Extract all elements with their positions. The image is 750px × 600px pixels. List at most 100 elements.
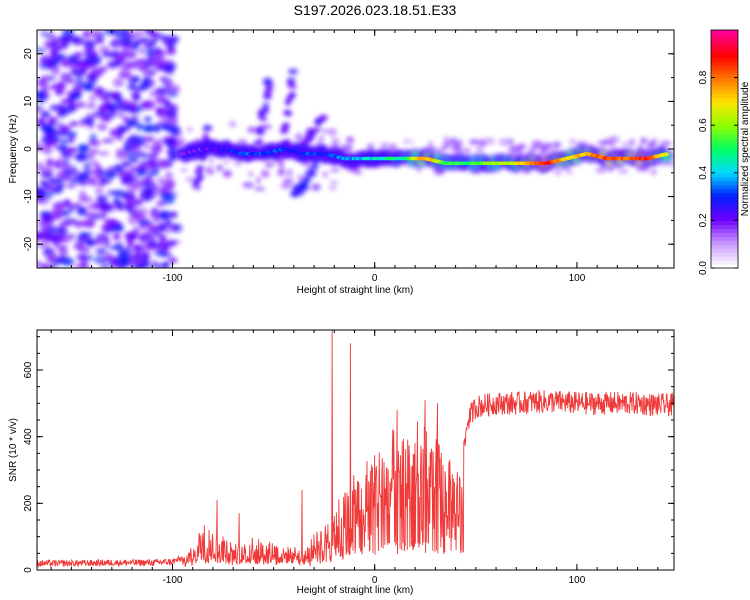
colorbar-segment: [711, 240, 738, 245]
halo-blob: [260, 173, 269, 178]
streak-blob: [279, 128, 289, 134]
halo-blob: [539, 148, 547, 154]
colorbar-segment: [711, 176, 738, 182]
halo-blob: [508, 145, 520, 151]
colorbar-segment: [711, 228, 738, 233]
noise-blob: [93, 240, 106, 245]
noise-blob: [58, 138, 71, 145]
halo-blob: [553, 168, 563, 176]
noise-blob: [114, 163, 123, 174]
noise-blob: [86, 73, 98, 82]
colorbar-tick-label: 0.2: [698, 213, 709, 227]
noise-blob: [83, 162, 91, 172]
noise-blob: [153, 47, 163, 55]
noise-blob: [127, 81, 137, 92]
colorbar-segment: [711, 164, 738, 170]
noise-blob: [142, 144, 152, 149]
noise-blob: [56, 171, 66, 180]
halo-blob: [180, 168, 188, 172]
noise-blob: [106, 190, 121, 195]
noise-blob: [99, 177, 107, 185]
y-tick-label: 200: [23, 495, 34, 512]
noise-blob: [63, 177, 73, 182]
noise-blob: [147, 158, 156, 165]
noise-blob: [87, 176, 97, 186]
noise-blob: [98, 45, 111, 54]
halo-blob: [329, 186, 337, 190]
noise-blob: [165, 171, 173, 178]
halo-blob: [498, 138, 510, 146]
colorbar-tick-label: 0.6: [698, 118, 709, 132]
noise-blob: [109, 245, 122, 250]
halo-blob: [185, 176, 196, 183]
noise-blob: [138, 220, 148, 226]
spectrogram-ylabel: Frequency (Hz): [8, 115, 19, 184]
noise-blob: [85, 205, 94, 210]
colorbar-segment: [711, 236, 738, 241]
halo-blob: [547, 143, 555, 147]
y-tick-label: 0: [23, 567, 34, 573]
noise-blob: [142, 252, 150, 263]
noise-blob: [98, 95, 107, 101]
noise-blob: [169, 137, 178, 148]
noise-blob: [133, 214, 148, 220]
colorbar-segment: [711, 85, 738, 91]
noise-blob: [122, 195, 137, 202]
colorbar-segment: [711, 145, 738, 150]
halo-blob: [468, 139, 481, 145]
noise-blob: [49, 116, 60, 121]
noise-blob: [57, 145, 68, 151]
noise-blob: [142, 43, 154, 49]
noise-blob: [148, 90, 161, 97]
noise-blob: [87, 50, 99, 59]
noise-blob: [89, 133, 97, 143]
noise-blob: [37, 243, 50, 248]
colorbar-segment: [711, 129, 738, 134]
colorbar-segment: [711, 188, 738, 194]
noise-blob: [40, 111, 51, 118]
y-tick-label: 0: [23, 146, 34, 152]
halo-blob: [450, 145, 462, 152]
colorbar-segment: [711, 260, 738, 265]
colorbar-segment: [711, 105, 738, 110]
noise-blob: [166, 84, 181, 94]
noise-blob: [143, 234, 156, 243]
noise-blob: [82, 117, 95, 124]
noise-blob: [124, 206, 134, 213]
noise-blob: [135, 122, 144, 131]
colorbar-segment: [711, 37, 738, 43]
noise-blob: [103, 237, 111, 248]
halo-blob: [507, 138, 514, 145]
halo-blob: [329, 168, 340, 172]
halo-blob: [205, 166, 214, 175]
halo-blob: [329, 180, 339, 185]
noise-blob: [165, 218, 172, 227]
noise-blob: [131, 62, 139, 70]
noise-blob: [146, 184, 159, 191]
halo-blob: [321, 129, 331, 133]
halo-blob: [404, 139, 409, 144]
noise-blob: [42, 183, 52, 190]
colorbar-segment: [711, 69, 738, 75]
noise-blob: [52, 202, 64, 212]
noise-blob: [41, 86, 50, 92]
noise-blob: [110, 225, 125, 232]
noise-blob: [77, 178, 89, 187]
noise-blob: [41, 166, 54, 174]
noise-blob: [118, 71, 133, 79]
noise-blob: [169, 211, 178, 219]
streak-blob: [310, 165, 319, 170]
noise-blob: [90, 30, 102, 39]
streak-blob: [257, 125, 265, 133]
noise-blob: [100, 263, 109, 268]
colorbar-segment: [711, 160, 738, 166]
noise-blob: [136, 167, 145, 177]
noise-blob: [164, 63, 175, 69]
halo-blob: [261, 170, 269, 174]
noise-blob: [164, 99, 171, 109]
colorbar-segment: [711, 244, 738, 249]
colorbar-frame: [710, 29, 739, 269]
noise-blob: [141, 152, 149, 159]
noise-blob: [41, 234, 50, 240]
